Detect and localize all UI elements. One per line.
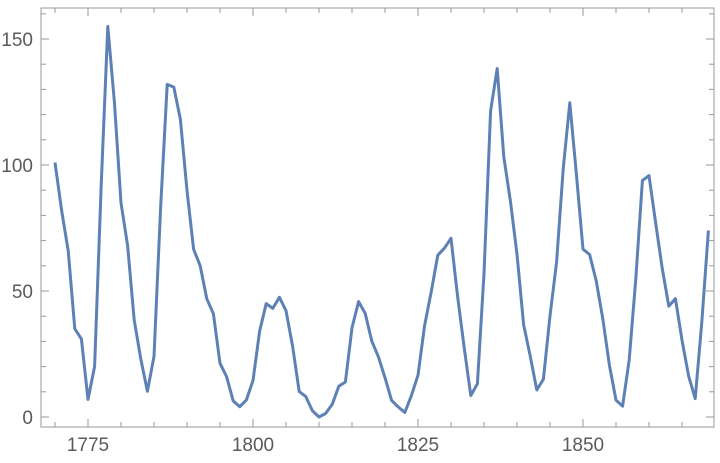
plot-frame: [40, 7, 715, 428]
tick-labels: 1775 1800 1825 1850 0 50 100 150: [1, 30, 604, 456]
axis-ticks: [41, 8, 714, 427]
x-tick-label: 1775: [67, 435, 109, 456]
x-tick-label: 1825: [397, 435, 439, 456]
y-tick-label: 0: [22, 408, 33, 429]
series-line: [53, 24, 710, 419]
y-tick-label: 100: [1, 156, 33, 177]
y-tick-label: 150: [1, 30, 33, 51]
y-tick-label: 50: [12, 282, 33, 303]
x-tick-label: 1850: [562, 435, 604, 456]
x-tick-label: 1800: [232, 435, 274, 456]
